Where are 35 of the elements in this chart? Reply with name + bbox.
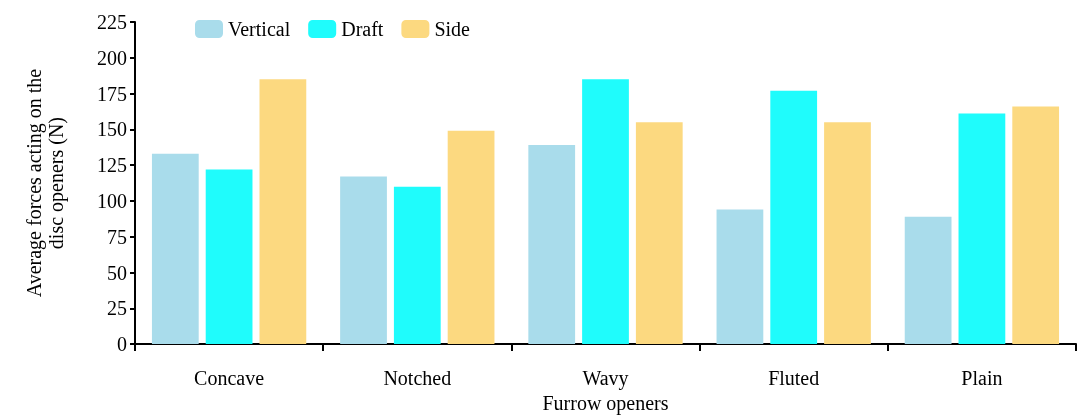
bar — [1012, 106, 1060, 345]
x-axis-title: Furrow openers — [542, 392, 669, 415]
bar — [716, 209, 764, 345]
x-tick-label: Fluted — [768, 367, 820, 390]
y-tick-label: 200 — [97, 46, 127, 69]
y-tick-label: 150 — [97, 118, 127, 141]
legend-label: Draft — [341, 18, 384, 40]
y-tick-label: 25 — [107, 297, 127, 320]
y-tick-label: 0 — [117, 333, 127, 356]
y-tick-label: 125 — [97, 154, 127, 177]
bar — [958, 113, 1006, 345]
y-tick-label: 175 — [97, 82, 127, 105]
bar — [151, 153, 199, 345]
y-axis-title: Average forces acting on the disc openers (N) — [23, 68, 68, 298]
bar — [205, 169, 253, 345]
bar — [770, 90, 818, 345]
legend-label: Vertical — [228, 18, 291, 40]
y-tick-label: 100 — [97, 189, 127, 212]
bar — [582, 79, 629, 345]
x-tick-label: Concave — [194, 367, 265, 390]
bar — [528, 145, 576, 345]
legend-label: Side — [434, 18, 471, 40]
y-tick-label: 225 — [97, 11, 127, 33]
bar — [340, 176, 387, 345]
bar — [904, 216, 952, 345]
y-tick-label: 75 — [107, 225, 127, 248]
x-tick-label: Plain — [961, 367, 1003, 390]
bar — [635, 122, 683, 345]
y-tick-label: 50 — [107, 261, 127, 284]
bar — [824, 122, 871, 345]
bar — [259, 79, 307, 345]
x-tick-label: Wavy — [582, 367, 629, 391]
x-tick-label: Notched — [383, 367, 452, 390]
bar — [447, 130, 495, 345]
bar — [393, 186, 441, 345]
